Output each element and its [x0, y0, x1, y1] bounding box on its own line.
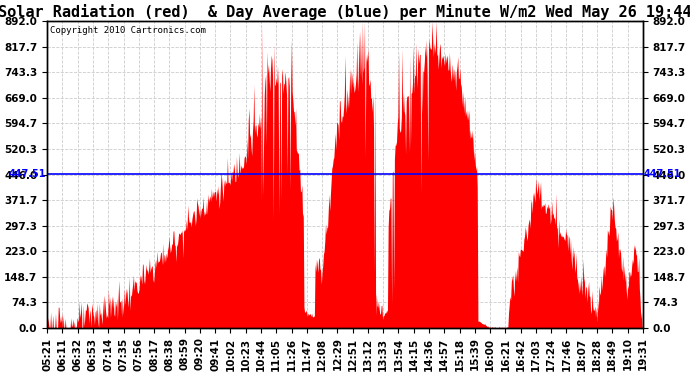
- Text: 447.51: 447.51: [644, 169, 681, 179]
- Text: Copyright 2010 Cartronics.com: Copyright 2010 Cartronics.com: [50, 26, 206, 35]
- Text: 447.51: 447.51: [9, 169, 46, 179]
- Title: Solar Radiation (red)  & Day Average (blue) per Minute W/m2 Wed May 26 19:44: Solar Radiation (red) & Day Average (blu…: [0, 4, 690, 20]
